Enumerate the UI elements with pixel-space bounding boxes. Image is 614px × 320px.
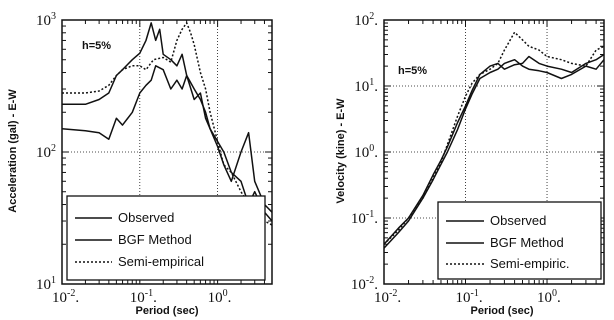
series-line-1 xyxy=(62,22,273,222)
series-line-2 xyxy=(62,22,273,226)
velocity-legend: Observed BGF Method Semi-empiric. xyxy=(437,201,602,280)
acceleration-chart: Acceleration (gal) - E-W Period (sec) 10… xyxy=(7,11,273,317)
xlabel-velocity: Period (sec) xyxy=(471,305,534,317)
velocity-chart: Velocity (kine) - E-W Period (sec) 10-2.… xyxy=(335,11,605,317)
series-line-2 xyxy=(383,31,605,245)
acceleration-series xyxy=(61,22,273,226)
legend-label-semi-empirical: Semi-empirical xyxy=(118,254,204,269)
legend-label-observed: Observed xyxy=(118,210,174,225)
x-tick-label: 10-2. xyxy=(374,288,401,306)
annotation-damping-acceleration: h=5% xyxy=(82,40,111,52)
y-tick-label: 103 xyxy=(36,11,56,29)
y-tick-label: 100. xyxy=(354,143,378,161)
y-tick-label: 102. xyxy=(354,11,378,29)
velocity-series xyxy=(383,31,605,249)
annotation-damping-velocity: h=5% xyxy=(398,65,427,77)
x-tick-label: 100. xyxy=(537,288,561,306)
xlabel-acceleration: Period (sec) xyxy=(136,305,199,317)
legend-box xyxy=(66,195,266,281)
legend-box xyxy=(437,201,602,280)
y-tick-label: 102 xyxy=(36,143,56,161)
x-tick-label: 100. xyxy=(208,288,232,306)
x-tick-label: 10-1. xyxy=(130,288,157,306)
y-tick-label: 101. xyxy=(354,77,378,95)
x-tick-label: 10-1. xyxy=(456,288,483,306)
y-tick-label: 10-1. xyxy=(351,209,378,227)
legend-label-semi-empiric: Semi-empiric. xyxy=(490,256,569,271)
ylabel-acceleration: Acceleration (gal) - E-W xyxy=(7,89,19,213)
series-line-0 xyxy=(61,65,273,213)
x-tick-label: 10-2. xyxy=(52,288,79,306)
legend-label-bgf: BGF Method xyxy=(490,235,564,250)
acceleration-ticks: 10-2. 10-1. 100. 101 102 103 xyxy=(36,11,273,306)
series-line-1 xyxy=(383,58,605,249)
ylabel-velocity: Velocity (kine) - E-W xyxy=(335,98,347,204)
series-line-0 xyxy=(383,53,605,245)
acceleration-legend: Observed BGF Method Semi-empirical xyxy=(66,195,266,281)
legend-label-bgf: BGF Method xyxy=(118,232,192,247)
legend-label-observed: Observed xyxy=(490,213,546,228)
y-tick-label: 101 xyxy=(36,275,56,293)
y-tick-label: 10-2. xyxy=(351,275,378,293)
